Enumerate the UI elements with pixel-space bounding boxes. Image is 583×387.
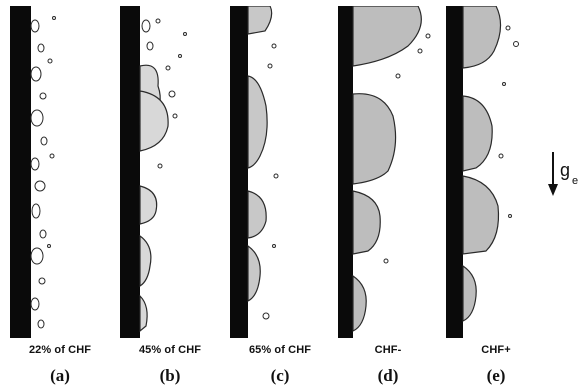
label-a: (a) — [50, 366, 70, 385]
caption-c: 65% of CHF — [248, 344, 312, 356]
caption-b: 45% of CHF — [138, 344, 202, 356]
caption-e: CHF+ — [481, 344, 511, 356]
panel-e-image — [446, 6, 551, 338]
label-b: (b) — [159, 366, 181, 385]
label-d: (d) — [377, 366, 399, 385]
caption-a: 22% of CHF — [28, 344, 92, 356]
caption-d: CHF- — [374, 344, 402, 356]
label-c: (c) — [270, 366, 290, 385]
label-e: (e) — [486, 366, 506, 385]
gravity-subscript: e — [572, 175, 579, 187]
panel-c-image — [230, 6, 335, 338]
down-arrow-icon — [548, 150, 583, 200]
gravity-symbol: g — [560, 160, 571, 180]
panel-a-image — [10, 6, 115, 338]
panel-d-image — [338, 6, 443, 338]
panel-b-image — [120, 6, 225, 338]
